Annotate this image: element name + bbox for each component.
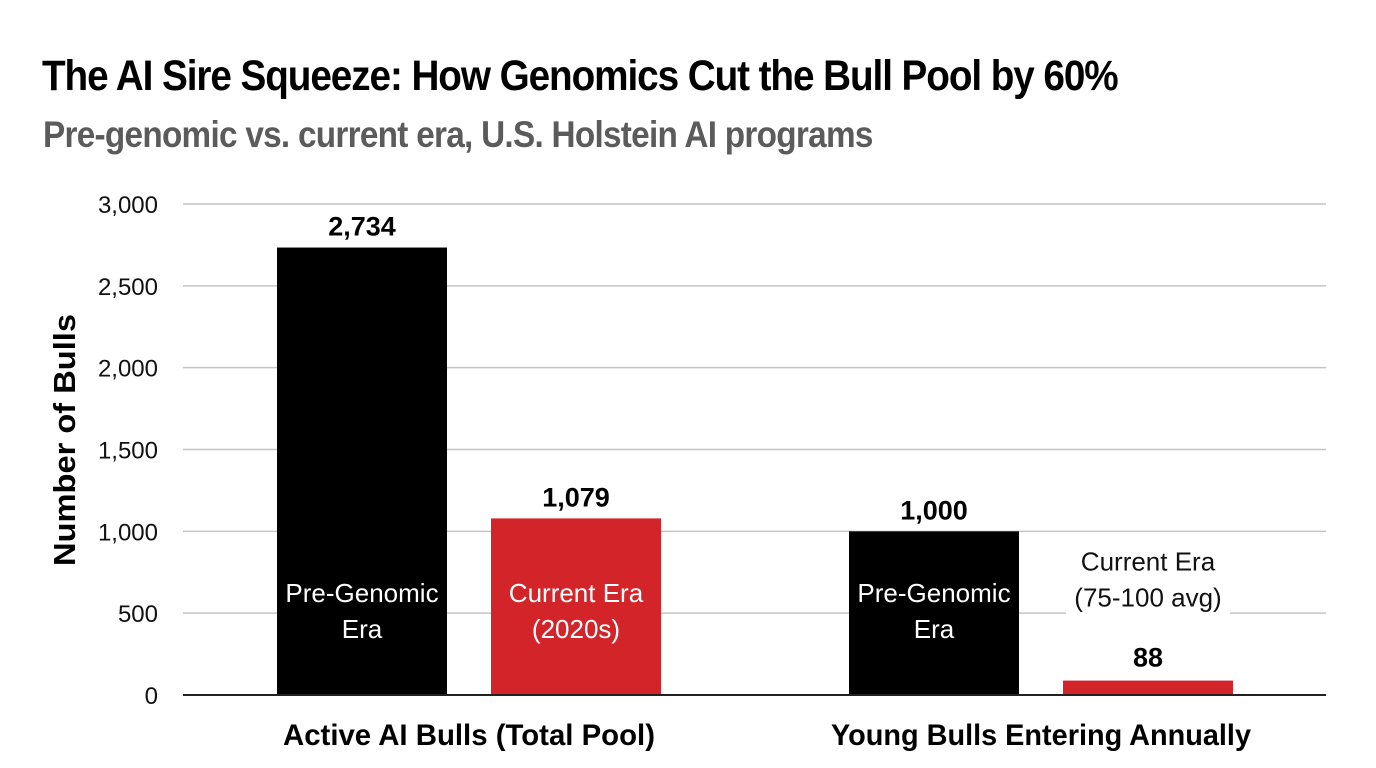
bar-value-label: 1,000 [900,495,968,525]
bar-inner-label: Era [342,614,383,644]
x-category-label: Active AI Bulls (Total Pool) [283,719,655,752]
bar-outer-label: Current Era [1081,547,1216,577]
bar-inner-label: (2020s) [532,614,620,644]
bars [277,247,1233,695]
y-tick-label: 1,000 [98,519,158,546]
x-category-label: Young Bulls Entering Annually [831,719,1251,752]
bar-value-label: 88 [1133,643,1163,673]
y-tick-label: 2,500 [98,274,158,301]
bar-inner-label: Current Era [509,578,644,608]
y-tick-label: 3,000 [98,192,158,219]
bar-outer-label: (75-100 avg) [1074,583,1221,613]
bar-inner-label: Era [914,614,955,644]
bar [491,518,661,695]
bar-inner-label: Pre-Genomic [285,578,438,608]
bar [1063,680,1233,695]
bar-value-label: 2,734 [328,212,396,242]
chart-title: The AI Sire Squeeze: How Genomics Cut th… [42,52,1119,100]
label-background [1066,540,1230,621]
bar-value-label: 1,079 [542,482,610,512]
y-tick-label: 500 [118,601,158,628]
bar [277,247,447,695]
bar-labels: Pre-Genomic Era 2,734 Current Era (2020s) 1,0… [285,212,1230,673]
y-tick-label: 2,000 [98,356,158,383]
chart-subtitle: Pre-genomic vs. current era, U.S. Holste… [43,114,873,155]
bar-inner-label: Pre-Genomic [857,578,1010,608]
x-axis-categories: Active AI Bulls (Total Pool) Young Bulls … [283,719,1251,752]
bar [849,531,1019,695]
y-axis-ticks: 0 500 1,000 1,500 2,000 2,500 3,000 [98,192,158,710]
y-tick-label: 1,500 [98,438,158,465]
y-tick-label: 0 [145,683,158,710]
y-axis-title: Number of Bulls [47,314,82,566]
